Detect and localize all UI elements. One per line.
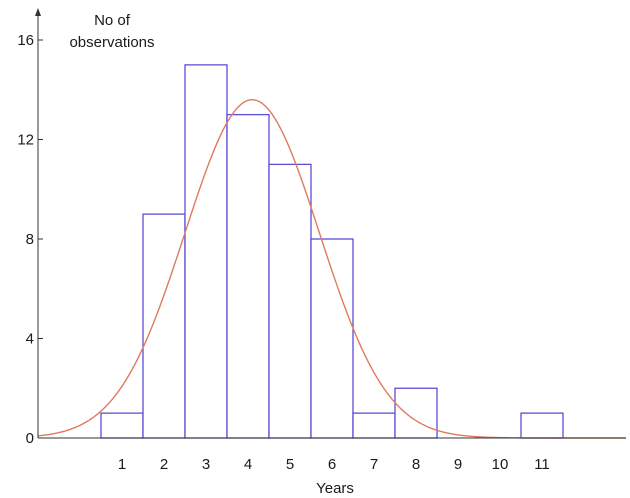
y-tick-label-8: 8 (26, 231, 34, 248)
bars-group (100, 64, 564, 439)
y-axis-title-line-1: No of (94, 12, 131, 29)
x-tick-label-8: 8 (412, 456, 420, 473)
bar-year-3 (184, 64, 228, 439)
x-tick-label-7: 7 (370, 456, 378, 473)
y-ticks-group: 0 4 8 12 16 (17, 32, 43, 447)
y-axis-arrow (35, 8, 41, 16)
bar-year-11 (520, 412, 564, 439)
x-tick-label-4: 4 (244, 456, 252, 473)
x-tick-label-9: 9 (454, 456, 462, 473)
x-tick-label-11: 11 (534, 456, 550, 473)
y-tick-label-0: 0 (26, 430, 34, 447)
x-axis-title: Years (316, 480, 354, 497)
bar-year-5 (268, 163, 312, 439)
x-tick-label-5: 5 (286, 456, 294, 473)
x-tick-label-2: 2 (160, 456, 168, 473)
x-ticks-group: 1 2 3 4 5 6 7 8 9 10 11 (118, 456, 550, 473)
x-tick-label-10: 10 (492, 456, 509, 473)
y-tick-label-12: 12 (17, 132, 34, 149)
y-tick-label-16: 16 (17, 32, 34, 49)
bar-year-4 (226, 113, 270, 439)
x-tick-label-3: 3 (202, 456, 210, 473)
bar-year-1 (100, 412, 144, 439)
y-tick-label-4: 4 (26, 331, 34, 348)
bar-year-8 (394, 387, 438, 439)
bar-year-2 (142, 213, 186, 439)
x-tick-label-6: 6 (328, 456, 336, 473)
x-tick-label-1: 1 (118, 456, 126, 473)
bar-year-7 (352, 412, 396, 439)
y-axis-title-line-2: observations (69, 34, 154, 51)
